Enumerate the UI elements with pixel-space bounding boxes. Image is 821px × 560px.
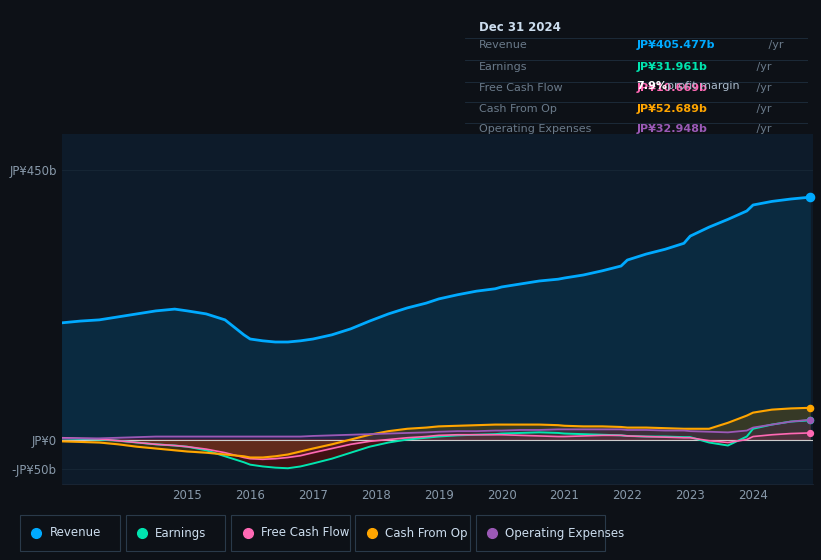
Text: Revenue: Revenue (49, 526, 101, 539)
Text: /yr: /yr (753, 83, 772, 94)
Text: Cash From Op: Cash From Op (385, 526, 467, 539)
Text: JP¥31.961b: JP¥31.961b (636, 62, 708, 72)
Text: /yr: /yr (753, 104, 772, 114)
Text: JP¥405.477b: JP¥405.477b (636, 40, 715, 50)
Bar (476, 515, 605, 551)
Point (803, 416, 816, 425)
Text: Cash From Op: Cash From Op (479, 104, 557, 114)
Text: JP¥52.689b: JP¥52.689b (636, 104, 708, 114)
Point (803, 416, 816, 424)
Text: Free Cash Flow: Free Cash Flow (479, 83, 562, 94)
Text: Operating Expenses: Operating Expenses (506, 526, 625, 539)
Text: /yr: /yr (765, 40, 783, 50)
Bar (126, 515, 226, 551)
Bar (232, 515, 350, 551)
Text: /yr: /yr (753, 62, 772, 72)
Bar (20, 515, 120, 551)
Text: JP¥10.669b: JP¥10.669b (636, 83, 708, 94)
Text: Earnings: Earnings (479, 62, 527, 72)
Point (803, 428, 816, 437)
Text: Dec 31 2024: Dec 31 2024 (479, 21, 561, 34)
Text: Earnings: Earnings (155, 526, 207, 539)
Text: /yr: /yr (753, 124, 772, 134)
Text: profit margin: profit margin (667, 81, 740, 91)
Text: Revenue: Revenue (479, 40, 527, 50)
Text: JP¥32.948b: JP¥32.948b (636, 124, 708, 134)
Text: Operating Expenses: Operating Expenses (479, 124, 591, 134)
Point (803, 403, 816, 412)
Point (803, 193, 816, 202)
Text: Free Cash Flow: Free Cash Flow (261, 526, 349, 539)
Text: 7.9%: 7.9% (636, 81, 667, 91)
Bar (355, 515, 470, 551)
